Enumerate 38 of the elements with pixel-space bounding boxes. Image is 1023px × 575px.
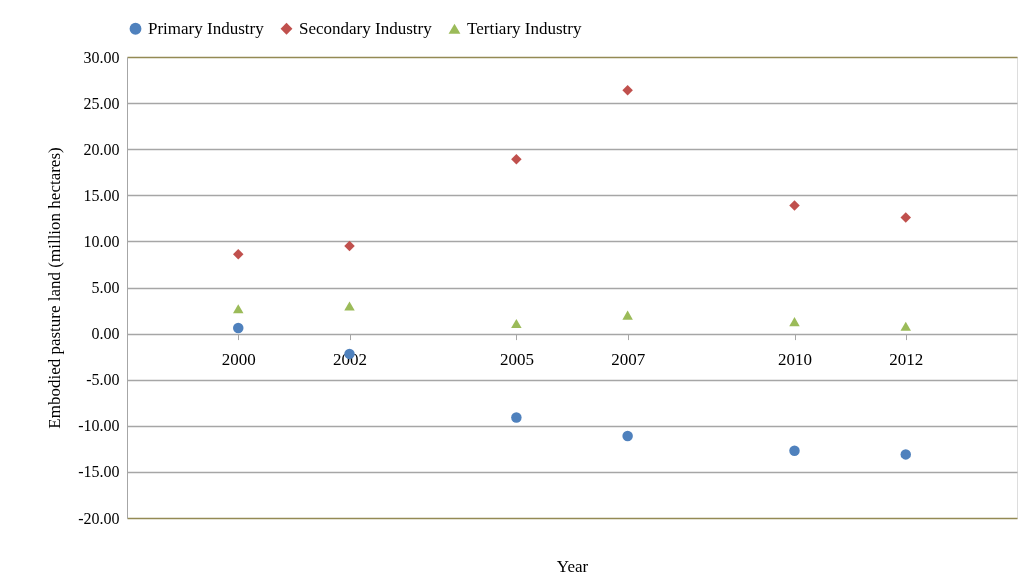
point xyxy=(233,249,244,260)
legend-label: Primary Industry xyxy=(148,18,265,38)
y-tick-label: 5.00 xyxy=(91,279,120,296)
point xyxy=(344,240,355,252)
point xyxy=(622,84,633,96)
legend-label: Tertiary Industry xyxy=(467,18,582,38)
x-tick-label: 2005 xyxy=(499,350,534,370)
point xyxy=(789,445,800,456)
point xyxy=(789,200,800,211)
point xyxy=(233,322,244,334)
point xyxy=(344,301,355,311)
y-tick-label: -20.00 xyxy=(78,509,120,527)
point xyxy=(511,412,522,423)
y-tick-label: -10.00 xyxy=(78,417,120,435)
y-tick-label: 20.00 xyxy=(83,140,120,158)
point xyxy=(233,304,244,314)
x-tick-label: 2000 xyxy=(221,350,256,370)
point xyxy=(900,449,911,460)
point xyxy=(511,318,522,328)
x-tick-label: 2007 xyxy=(611,350,646,370)
y-tick-label: 15.00 xyxy=(83,186,120,204)
legend-label: Secondary Industry xyxy=(299,18,433,38)
point xyxy=(622,310,633,320)
y-tick-label: 25.00 xyxy=(83,94,120,112)
y-tick-label: 0.00 xyxy=(91,325,120,343)
y-tick-label: 30.00 xyxy=(83,48,120,66)
x-tick-label: 2012 xyxy=(889,350,924,370)
x-tick-label: 2010 xyxy=(778,350,812,370)
point xyxy=(511,154,522,165)
point xyxy=(900,321,911,331)
point xyxy=(900,212,911,223)
point xyxy=(789,317,800,327)
x-axis-title: Year xyxy=(556,556,589,575)
y-axis-title: Embodied pasture land (million hectares) xyxy=(45,147,65,429)
y-tick-label: 10.00 xyxy=(83,232,120,250)
point xyxy=(622,430,633,442)
y-tick-label: -5.00 xyxy=(86,371,120,389)
y-tick-label: -15.00 xyxy=(78,463,120,481)
